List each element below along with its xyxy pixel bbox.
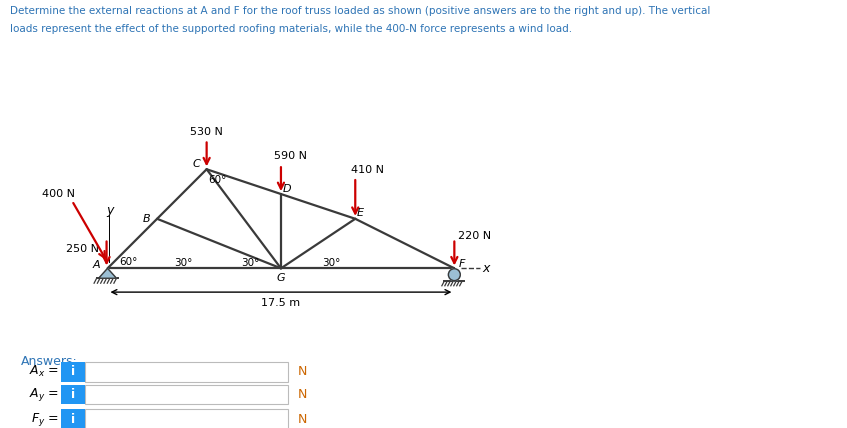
FancyBboxPatch shape bbox=[85, 409, 288, 428]
Text: 60°: 60° bbox=[119, 257, 137, 267]
Text: 250 N: 250 N bbox=[66, 244, 99, 255]
FancyBboxPatch shape bbox=[85, 384, 288, 404]
Text: loads represent the effect of the supported roofing materials, while the 400-N f: loads represent the effect of the suppor… bbox=[10, 24, 573, 33]
Text: 410 N: 410 N bbox=[351, 165, 384, 175]
FancyBboxPatch shape bbox=[85, 362, 288, 382]
Text: 30°: 30° bbox=[323, 258, 340, 268]
Text: E: E bbox=[357, 208, 363, 218]
Text: N: N bbox=[298, 413, 307, 425]
Circle shape bbox=[448, 269, 460, 281]
Text: 590 N: 590 N bbox=[274, 152, 307, 161]
Text: B: B bbox=[142, 214, 150, 224]
Text: A: A bbox=[93, 260, 101, 270]
Text: Answers:: Answers: bbox=[21, 355, 78, 369]
Text: C: C bbox=[193, 159, 201, 169]
Text: 400 N: 400 N bbox=[42, 189, 75, 199]
FancyBboxPatch shape bbox=[61, 362, 85, 382]
Text: 530 N: 530 N bbox=[191, 127, 223, 137]
Text: F: F bbox=[459, 259, 466, 269]
Text: y: y bbox=[106, 204, 113, 217]
Text: i: i bbox=[71, 413, 75, 425]
Text: N: N bbox=[298, 366, 307, 378]
Polygon shape bbox=[98, 268, 117, 278]
Text: $A_y$ =: $A_y$ = bbox=[30, 386, 59, 403]
FancyBboxPatch shape bbox=[61, 384, 85, 404]
Text: x: x bbox=[482, 262, 490, 275]
Text: 60°: 60° bbox=[208, 175, 227, 185]
Text: Determine the external reactions at A and F for the roof truss loaded as shown (: Determine the external reactions at A an… bbox=[10, 6, 711, 16]
Text: 30°: 30° bbox=[241, 258, 259, 268]
Text: $A_x$ =: $A_x$ = bbox=[30, 364, 59, 379]
Text: 30°: 30° bbox=[174, 258, 192, 268]
Text: $F_y$ =: $F_y$ = bbox=[31, 410, 59, 428]
Text: G: G bbox=[277, 273, 285, 283]
Text: N: N bbox=[298, 388, 307, 401]
Text: D: D bbox=[283, 184, 291, 194]
Text: 220 N: 220 N bbox=[457, 231, 490, 241]
Text: i: i bbox=[71, 388, 75, 401]
Text: 17.5 m: 17.5 m bbox=[262, 298, 301, 308]
Text: i: i bbox=[71, 366, 75, 378]
FancyBboxPatch shape bbox=[61, 409, 85, 428]
